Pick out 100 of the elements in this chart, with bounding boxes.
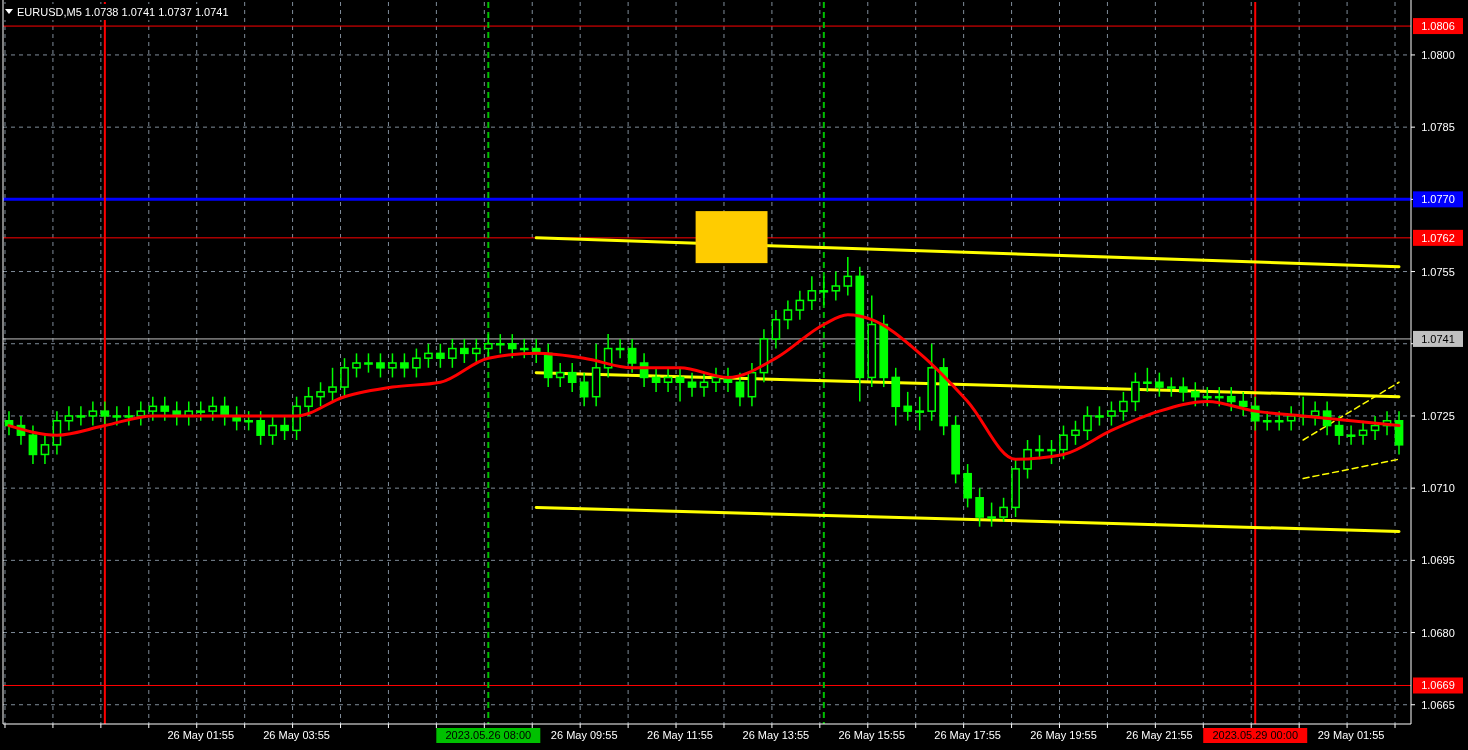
candlestick xyxy=(112,405,122,427)
candlestick xyxy=(40,434,50,465)
candlestick xyxy=(388,352,397,379)
candlestick xyxy=(460,338,469,364)
x-tick-label: 2023.05.26 08:00 xyxy=(445,729,532,741)
candlestick xyxy=(579,371,589,408)
candlestick xyxy=(699,371,709,398)
candlestick xyxy=(795,290,805,321)
candlestick xyxy=(903,391,913,422)
candlestick xyxy=(1107,400,1116,427)
candlestick xyxy=(340,357,349,398)
candlestick xyxy=(352,352,361,379)
candlestick xyxy=(1190,381,1200,408)
candlestick xyxy=(196,400,206,422)
x-tick-label: 29 May 01:55 xyxy=(1317,729,1385,741)
x-tick-label: 26 May 11:55 xyxy=(647,729,713,741)
candlestick xyxy=(76,405,86,427)
candlestick xyxy=(100,400,110,427)
candlestick xyxy=(999,497,1008,523)
candlestick xyxy=(663,367,673,393)
x-tick-label: 26 May 21:55 xyxy=(1126,729,1193,741)
candlestick xyxy=(1334,415,1344,446)
candlestick xyxy=(316,381,325,408)
candlestick xyxy=(412,347,421,379)
candlestick xyxy=(1346,424,1356,446)
candlestick xyxy=(1083,405,1092,441)
candlestick xyxy=(136,400,146,427)
candlestick xyxy=(771,309,781,350)
candlestick xyxy=(483,333,493,359)
candlestick xyxy=(328,367,337,403)
candlestick xyxy=(555,362,565,388)
candlestick xyxy=(160,395,170,422)
candlestick xyxy=(783,299,793,331)
candlestick xyxy=(1131,371,1140,412)
candlestick xyxy=(244,410,253,432)
candlestick xyxy=(495,333,505,355)
candlestick xyxy=(1071,420,1080,446)
x-tick-label: 26 May 13:55 xyxy=(742,729,810,741)
candlestick xyxy=(148,395,158,422)
candlestick xyxy=(1370,415,1380,441)
y-tick-label: 1.0665 xyxy=(1421,698,1455,711)
candlestick xyxy=(124,405,134,427)
candlestick xyxy=(88,400,98,427)
candlestick xyxy=(448,338,457,369)
candlestick xyxy=(280,415,289,441)
candlestick xyxy=(1155,371,1164,398)
ref-line-label: 1.0770 xyxy=(1421,193,1455,206)
candlestick xyxy=(208,395,218,422)
candlestick xyxy=(471,338,481,364)
candlestick xyxy=(831,270,841,302)
candlestick xyxy=(1238,391,1248,417)
candlestick xyxy=(1143,367,1152,393)
candlestick xyxy=(1059,424,1068,461)
candlestick xyxy=(268,415,277,446)
candlestick xyxy=(651,367,661,393)
x-tick-label: 2023.05.29 00:00 xyxy=(1212,729,1299,741)
candlestick xyxy=(975,487,984,528)
ref-line-label: 1.0762 xyxy=(1421,231,1455,244)
candlestick xyxy=(64,405,74,432)
candlestick xyxy=(1047,439,1056,465)
candlestick xyxy=(304,386,313,417)
candlestick xyxy=(1358,420,1368,446)
candlestick xyxy=(28,424,38,465)
candlestick xyxy=(627,338,637,374)
candlestick xyxy=(1095,405,1104,427)
candlestick xyxy=(675,367,685,403)
ref-line-label: 1.0741 xyxy=(1421,332,1455,345)
candlestick xyxy=(987,501,996,528)
y-tick-label: 1.0725 xyxy=(1421,409,1455,422)
candlestick xyxy=(1226,386,1236,412)
candlestick xyxy=(400,352,409,379)
y-tick-label: 1.0680 xyxy=(1421,626,1455,639)
candlestick xyxy=(807,275,817,311)
candlestick xyxy=(1274,410,1284,432)
candlestick xyxy=(256,410,265,446)
candlestick xyxy=(843,256,853,297)
candlestick xyxy=(364,352,373,374)
ref-line-label: 1.0669 xyxy=(1421,679,1455,692)
x-tick-label: 26 May 03:55 xyxy=(263,729,330,741)
candlestick xyxy=(567,362,577,393)
chart-title: EURUSD,M5 1.0738 1.0741 1.0737 1.0741 xyxy=(17,6,229,18)
x-tick-label: 26 May 19:55 xyxy=(1030,729,1097,741)
y-tick-label: 1.0695 xyxy=(1421,554,1455,567)
candlestick xyxy=(376,352,385,379)
candlestick xyxy=(507,333,517,359)
candlestick xyxy=(1119,391,1128,422)
x-tick-label: 26 May 01:55 xyxy=(167,729,235,741)
candlestick xyxy=(687,371,697,398)
candlestick xyxy=(1167,376,1176,398)
y-tick-label: 1.0710 xyxy=(1421,482,1455,495)
candlestick xyxy=(1178,376,1188,403)
candlestick xyxy=(1286,405,1296,432)
x-tick-label: 26 May 09:55 xyxy=(550,729,618,741)
candlestick xyxy=(1202,386,1212,408)
candlestick xyxy=(436,343,445,369)
candlestick xyxy=(1214,386,1224,408)
y-tick-label: 1.0785 xyxy=(1421,121,1455,134)
x-tick-label: 26 May 17:55 xyxy=(934,729,1001,741)
y-tick-label: 1.0755 xyxy=(1421,265,1455,278)
y-tick-label: 1.0800 xyxy=(1421,48,1455,61)
